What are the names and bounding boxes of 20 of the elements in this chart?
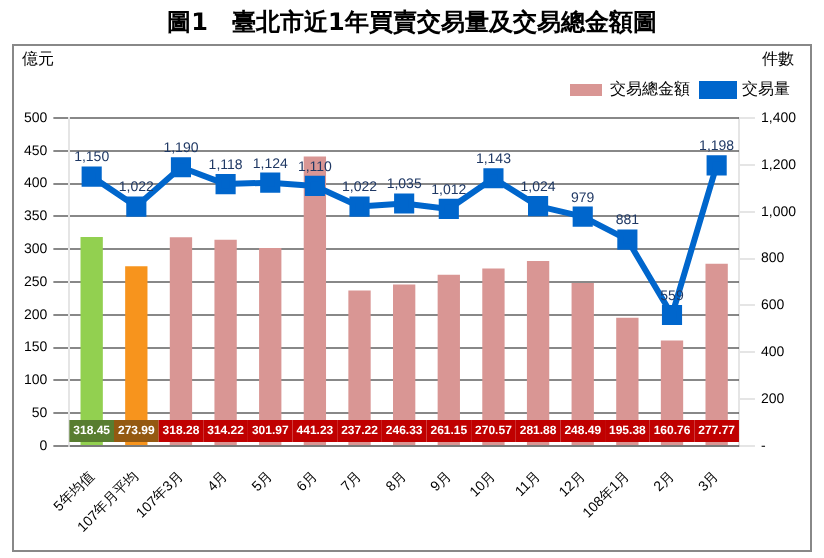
point	[304, 175, 325, 197]
point	[706, 155, 727, 176]
point	[349, 196, 370, 217]
point	[260, 172, 281, 193]
y-axis-title: 億元	[22, 50, 54, 69]
point	[81, 166, 102, 187]
point	[394, 193, 415, 214]
point	[438, 198, 459, 219]
point	[215, 174, 236, 195]
point	[170, 157, 192, 178]
legend-label: 交易量	[742, 80, 790, 99]
point	[661, 304, 683, 326]
point	[528, 196, 549, 217]
point	[572, 206, 593, 227]
point	[483, 168, 504, 189]
y2-axis-title: 件數	[762, 50, 794, 69]
chart-title: 圖1 臺北市近1年買賣交易量及交易總金額圖	[165, 6, 659, 40]
point	[126, 196, 147, 217]
point	[617, 229, 638, 250]
legend-label: 交易總金額	[610, 80, 690, 99]
